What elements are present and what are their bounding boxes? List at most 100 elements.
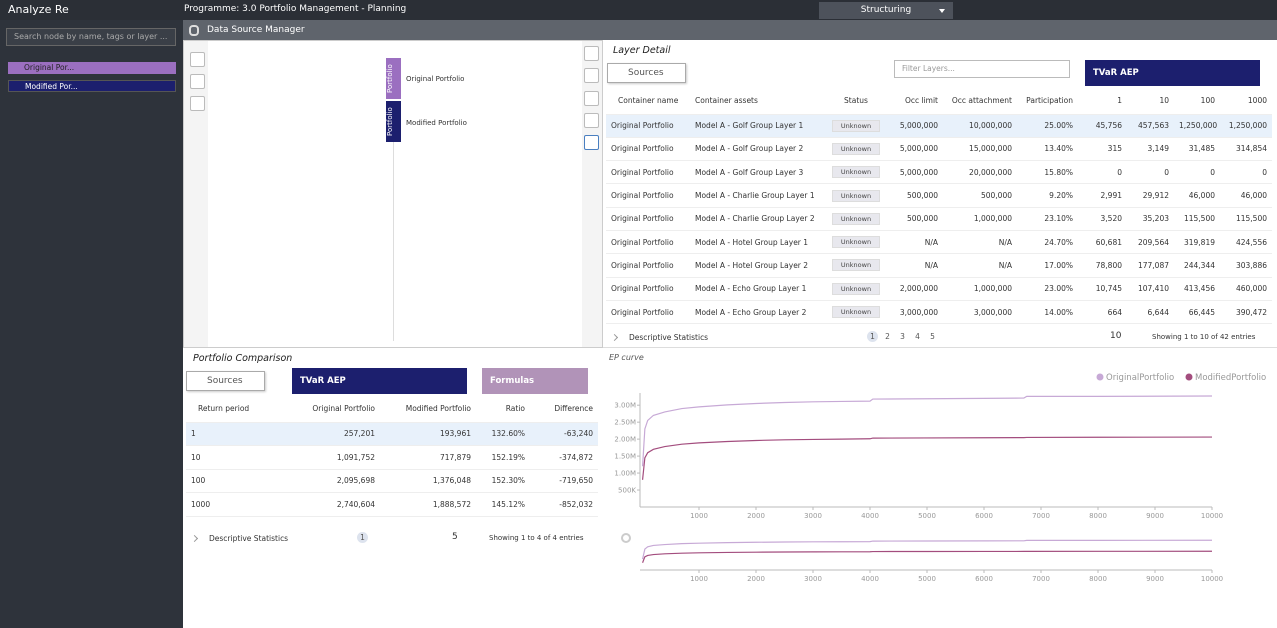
table-cell: 717,879	[380, 446, 476, 470]
table-cell: 0	[1078, 161, 1127, 184]
table-cell: 3,520	[1078, 207, 1127, 230]
data-source-panel: Portfolio Original Portfolio Portfolio M…	[183, 40, 603, 348]
pagination: 1	[357, 532, 372, 543]
page-button[interactable]: 1	[867, 331, 878, 342]
nav-x-tick-label: 3000	[804, 575, 822, 583]
icon-button[interactable]	[190, 74, 205, 89]
x-tick-label: 5000	[918, 512, 936, 520]
descriptive-stats: Descriptive Statistics	[209, 534, 288, 543]
entries-summary: Showing 1 to 10 of 42 entries	[1152, 333, 1255, 341]
table-cell: Unknown	[826, 277, 886, 300]
status-badge: Unknown	[832, 166, 880, 178]
navigator-line	[643, 551, 1212, 562]
table-cell: 3,149	[1127, 137, 1174, 160]
x-tick-label: 3000	[804, 512, 822, 520]
connector	[393, 136, 394, 341]
sources-button[interactable]: Sources	[186, 371, 265, 391]
table-cell: 1	[186, 422, 286, 446]
table-cell: Unknown	[826, 184, 886, 207]
ep-chart: 500K1.00M1.50M2.00M2.50M3.00M10001000200…	[603, 348, 1277, 628]
section-title: Data Source Manager	[207, 25, 305, 35]
icon-button[interactable]	[584, 68, 599, 83]
table-cell: 177,087	[1127, 254, 1174, 277]
table-cell: Original Portfolio	[606, 300, 690, 323]
header-row: Return periodOriginal PortfolioModified …	[186, 395, 598, 422]
status-badge: Unknown	[832, 283, 880, 295]
table-cell: Original Portfolio	[606, 230, 690, 253]
table-row: Original PortfolioModel A - Golf Group L…	[606, 137, 1272, 160]
column-header: 10	[1127, 88, 1174, 114]
legend-marker	[1186, 374, 1193, 381]
table-cell: 0	[1174, 161, 1220, 184]
page-button[interactable]: 1	[357, 532, 368, 543]
entries-summary: Showing 1 to 4 of 4 entries	[489, 534, 583, 542]
table-cell: Original Portfolio	[606, 137, 690, 160]
table-cell: 20,000,000	[943, 161, 1017, 184]
page-button[interactable]: 5	[927, 331, 938, 342]
mode-dropdown[interactable]: Structuring	[819, 2, 953, 19]
formulas-button[interactable]: Formulas	[482, 368, 588, 394]
column-header: 1000	[1220, 88, 1272, 114]
x-tick-label: 2000	[747, 512, 765, 520]
icon-button[interactable]	[584, 113, 599, 128]
chevron	[611, 334, 618, 341]
table-cell: Original Portfolio	[606, 207, 690, 230]
y-tick-label: 1.50M	[614, 453, 636, 461]
table-cell: 46,000	[1174, 184, 1220, 207]
sources-button[interactable]: Sources	[607, 63, 686, 83]
table-cell: Unknown	[826, 300, 886, 323]
icon-button[interactable]	[190, 52, 205, 67]
metric-button[interactable]: TVaR AEP	[1085, 60, 1260, 86]
brand: Analyze Re	[8, 3, 69, 16]
table-cell: 17.00%	[1017, 254, 1078, 277]
table-cell: Original Portfolio	[606, 254, 690, 277]
icon-button[interactable]	[584, 135, 599, 150]
table-row: 10002,740,6041,888,572145.12%-852,032	[186, 493, 598, 517]
page-button[interactable]: 3	[897, 331, 908, 342]
node-tab[interactable]: Portfolio	[386, 58, 401, 99]
icon-button[interactable]	[190, 96, 205, 111]
table-cell: -719,650	[530, 469, 598, 493]
table-cell: Unknown	[826, 230, 886, 253]
table-cell: 115,500	[1220, 207, 1272, 230]
sidebar-item[interactable]: Original Por...	[8, 62, 176, 74]
table-row: Original PortfolioModel A - Golf Group L…	[606, 161, 1272, 184]
filter-input[interactable]: Filter Layers...	[894, 60, 1070, 78]
sidebar-item[interactable]: Modified Por...	[8, 80, 176, 92]
section-bar: Data Source Manager	[183, 20, 1277, 40]
page-size: 10	[1110, 331, 1121, 341]
table-cell: 152.19%	[476, 446, 530, 470]
table-cell: 5,000,000	[886, 114, 943, 137]
header-row: Container nameContainer assetsStatusOcc …	[606, 88, 1272, 114]
y-tick-label: 3.00M	[614, 402, 636, 410]
icon-button[interactable]	[584, 46, 599, 61]
table-cell: 78,800	[1078, 254, 1127, 277]
page-button[interactable]: 4	[912, 331, 923, 342]
metric-button[interactable]: TVaR AEP	[292, 368, 467, 394]
table-cell: 100	[186, 469, 286, 493]
table-cell: 145.12%	[476, 493, 530, 517]
table-cell: 132.60%	[476, 422, 530, 446]
table-cell: Model A - Hotel Group Layer 1	[690, 230, 826, 253]
table-cell: 209,564	[1127, 230, 1174, 253]
table-row: 101,091,752717,879152.19%-374,872	[186, 446, 598, 470]
comparison-table: Return periodOriginal PortfolioModified …	[186, 395, 598, 517]
search-input[interactable]: Search node by name, tags or layer ...	[6, 28, 176, 46]
pagination: 12345	[867, 331, 942, 342]
nav-x-tick-label: 4000	[861, 575, 879, 583]
table-cell: 2,000,000	[886, 277, 943, 300]
y-tick-label: 2.50M	[614, 419, 636, 427]
table-cell: 23.10%	[1017, 207, 1078, 230]
icon-button[interactable]	[584, 91, 599, 106]
table-cell: 24.70%	[1017, 230, 1078, 253]
page-button[interactable]: 2	[882, 331, 893, 342]
x-tick-label: 10000	[1201, 512, 1223, 520]
status-badge: Unknown	[832, 306, 880, 318]
column-header: 1	[1078, 88, 1127, 114]
table-cell: 5,000,000	[886, 161, 943, 184]
table-cell: 0	[1127, 161, 1174, 184]
node-tab[interactable]: Portfolio	[386, 101, 401, 142]
column-header: Participation	[1017, 88, 1078, 114]
table-cell: N/A	[886, 230, 943, 253]
column-header: Original Portfolio	[286, 395, 380, 422]
